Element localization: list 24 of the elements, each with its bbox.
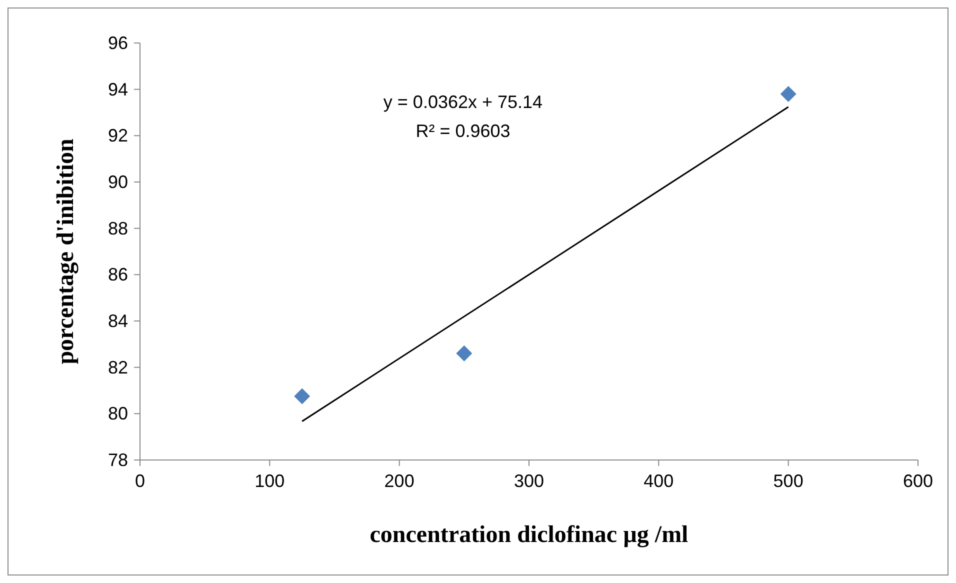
x-tick-label: 100 [254, 471, 285, 491]
y-tick-label: 92 [108, 126, 128, 146]
y-tick-label: 96 [108, 33, 128, 53]
y-tick-label: 82 [108, 357, 128, 378]
annotation: R² = 0.9603 [416, 121, 510, 141]
x-tick-label: 500 [773, 471, 804, 491]
y-tick-label: 84 [108, 311, 128, 331]
point [780, 86, 796, 102]
y-tick-label: 88 [108, 218, 128, 238]
x-tick-label: 0 [134, 471, 146, 491]
y-tick-label: 80 [108, 404, 128, 424]
point [456, 345, 472, 362]
x-tick-label: 400 [644, 471, 674, 491]
y-tick-label: 86 [108, 264, 128, 285]
annotation: y = 0.0362x + 75.14 [383, 92, 543, 112]
y-axis-title: porcentage d'inibition [53, 138, 79, 364]
x-tick-label: 600 [902, 471, 934, 491]
x-axis-title: concentration diclofinac µg /ml [370, 522, 689, 548]
y-tick-label: 78 [108, 450, 128, 470]
y-tick-label: 90 [108, 172, 128, 192]
x-tick-label: 200 [384, 471, 414, 491]
point [294, 388, 310, 404]
y-tick-label: 94 [108, 79, 128, 100]
x-tick-label: 300 [514, 471, 544, 491]
